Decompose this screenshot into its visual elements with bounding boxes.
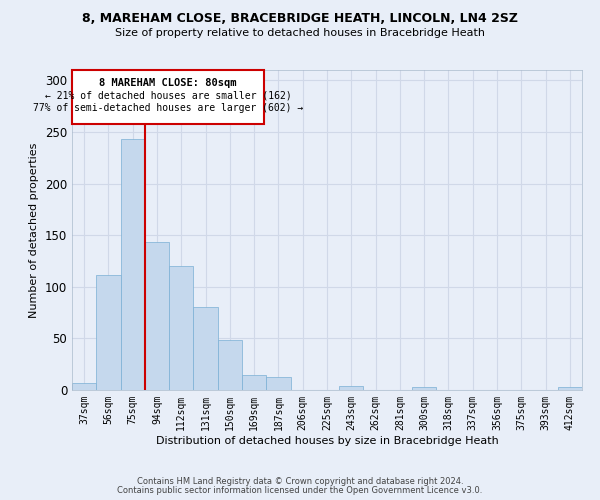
Text: ← 21% of detached houses are smaller (162): ← 21% of detached houses are smaller (16… xyxy=(44,90,292,101)
Bar xyxy=(218,340,242,390)
Bar xyxy=(339,386,364,390)
Bar xyxy=(266,376,290,390)
Bar xyxy=(412,387,436,390)
Text: Contains HM Land Registry data © Crown copyright and database right 2024.: Contains HM Land Registry data © Crown c… xyxy=(137,477,463,486)
X-axis label: Distribution of detached houses by size in Bracebridge Heath: Distribution of detached houses by size … xyxy=(155,436,499,446)
Text: 8 MAREHAM CLOSE: 80sqm: 8 MAREHAM CLOSE: 80sqm xyxy=(99,78,236,88)
Text: 77% of semi-detached houses are larger (602) →: 77% of semi-detached houses are larger (… xyxy=(33,103,303,113)
Text: 8, MAREHAM CLOSE, BRACEBRIDGE HEATH, LINCOLN, LN4 2SZ: 8, MAREHAM CLOSE, BRACEBRIDGE HEATH, LIN… xyxy=(82,12,518,26)
Bar xyxy=(242,374,266,390)
Text: Size of property relative to detached houses in Bracebridge Heath: Size of property relative to detached ho… xyxy=(115,28,485,38)
Bar xyxy=(558,387,582,390)
Text: Contains public sector information licensed under the Open Government Licence v3: Contains public sector information licen… xyxy=(118,486,482,495)
Bar xyxy=(169,266,193,390)
Bar xyxy=(96,276,121,390)
Bar xyxy=(72,70,264,124)
Bar xyxy=(145,242,169,390)
Bar xyxy=(121,139,145,390)
Y-axis label: Number of detached properties: Number of detached properties xyxy=(29,142,40,318)
Bar xyxy=(72,383,96,390)
Bar xyxy=(193,308,218,390)
